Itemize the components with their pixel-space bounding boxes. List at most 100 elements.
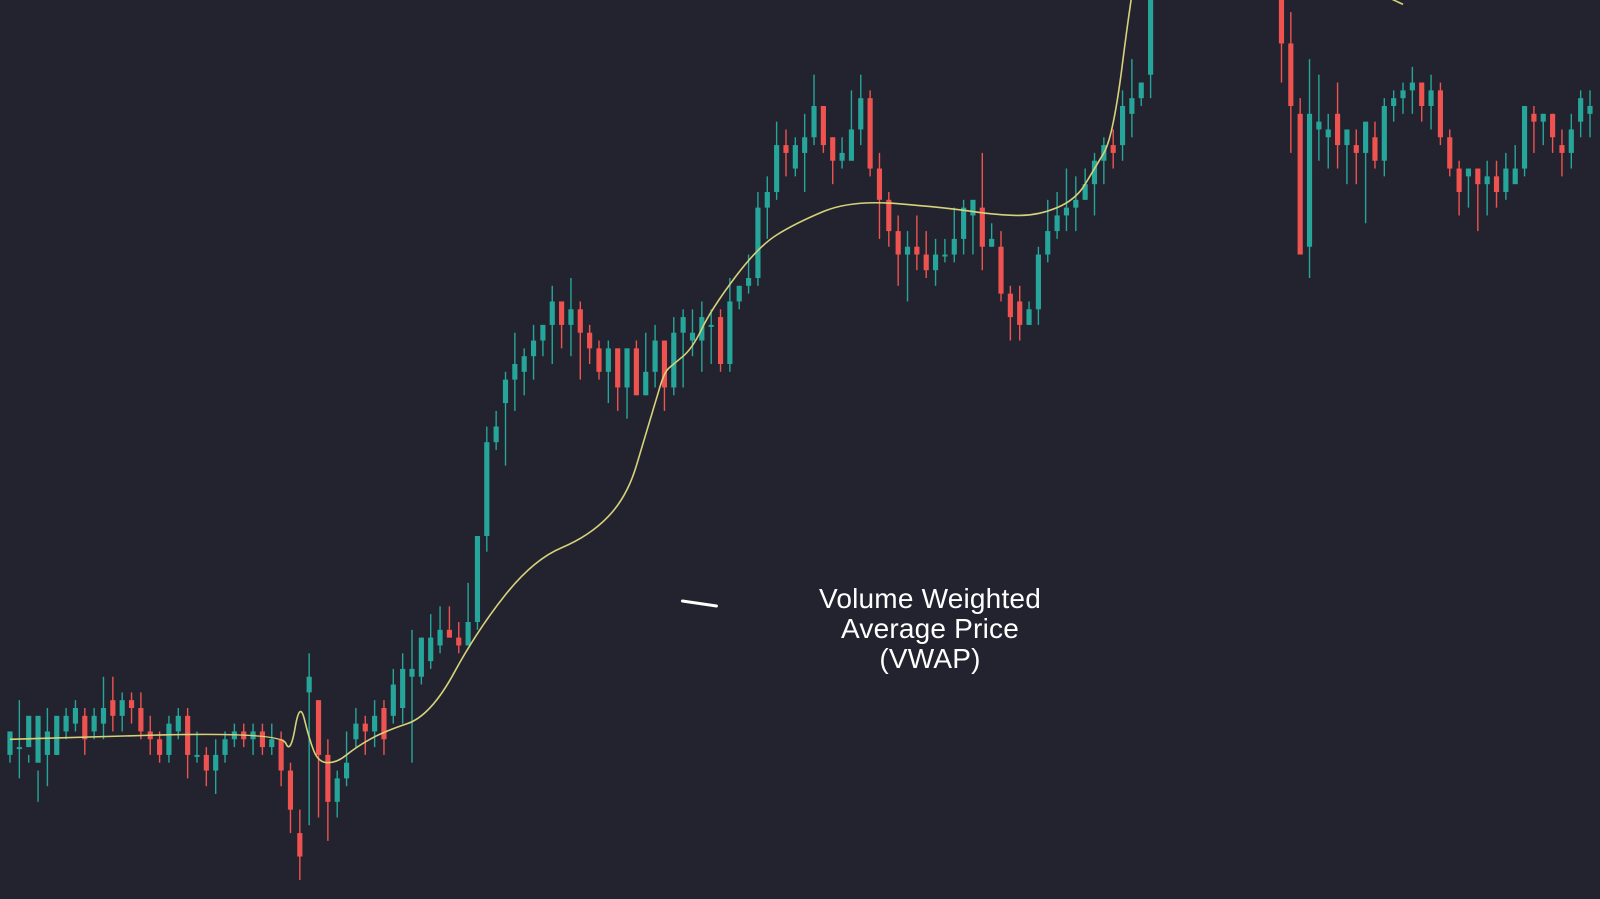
candle-body [1082, 184, 1088, 200]
candle-body [1521, 106, 1528, 169]
candle [1484, 160, 1490, 216]
candle-body [1578, 98, 1584, 122]
candle-body [1428, 90, 1434, 106]
candle-body [428, 637, 434, 662]
candle [7, 731, 13, 763]
candle-body [521, 356, 527, 372]
candle-body [1465, 168, 1472, 177]
candle [353, 708, 359, 748]
candle-body [568, 309, 574, 325]
candle [979, 152, 985, 271]
candle [1419, 82, 1425, 122]
candle [185, 708, 191, 779]
candle [1344, 129, 1350, 185]
candle [848, 90, 854, 161]
candle [1297, 98, 1303, 255]
candle-body [774, 145, 780, 192]
candle-body [867, 98, 873, 169]
candle-body [222, 739, 228, 755]
candle-body [615, 348, 621, 388]
candle [1101, 137, 1107, 185]
candle-body [886, 199, 892, 232]
candle [540, 324, 546, 357]
candle [605, 340, 611, 404]
candle-body [1493, 176, 1500, 192]
candle-body [1512, 168, 1518, 185]
candle [680, 309, 686, 388]
candle [530, 324, 537, 380]
candle [923, 231, 929, 278]
candle [689, 309, 696, 357]
candle-body [334, 778, 340, 802]
candle-body [858, 98, 864, 130]
candle [727, 278, 733, 372]
candle-body [764, 192, 770, 208]
candle [1381, 98, 1387, 177]
candle-body [287, 770, 294, 810]
candle [624, 348, 630, 419]
candle-body [306, 676, 312, 693]
candle-body [680, 317, 686, 333]
candle-body [325, 754, 331, 802]
candle-body [493, 426, 499, 443]
candle-body [1017, 301, 1023, 325]
candle-body [91, 715, 97, 732]
candle [1540, 113, 1546, 146]
candle [1568, 113, 1574, 169]
candle [297, 809, 303, 880]
candle [1437, 82, 1443, 146]
candle [1035, 246, 1041, 325]
candle-body [259, 731, 265, 748]
candle-body [717, 317, 724, 364]
candle-body [1419, 82, 1425, 106]
vwap-annotation-line-1: Volume Weighted [819, 583, 1041, 614]
candle [1587, 90, 1593, 138]
candle-body [100, 708, 107, 724]
candle [63, 708, 69, 740]
candle-body [213, 754, 219, 771]
candle [213, 739, 219, 794]
candle [802, 113, 808, 192]
candle-body [1119, 106, 1126, 146]
candle [942, 238, 948, 263]
candle [587, 324, 593, 364]
candle [1129, 59, 1135, 138]
candle-body [1363, 121, 1369, 153]
candle-body [643, 371, 649, 396]
candle [91, 708, 97, 740]
candle-body [1437, 90, 1443, 138]
candle [381, 700, 387, 755]
candle-body [895, 231, 901, 255]
candle-body [970, 199, 976, 216]
candle [867, 90, 873, 177]
candle [1063, 168, 1070, 232]
candle-body [605, 348, 611, 372]
candle [858, 74, 864, 146]
candle [203, 747, 209, 787]
candle-body [1391, 98, 1397, 106]
candle [409, 629, 415, 763]
candle-body [446, 629, 452, 638]
candle-body [1559, 145, 1565, 153]
candle [157, 731, 163, 763]
candle [1465, 168, 1472, 208]
candle-body [727, 301, 733, 364]
candle-body [549, 301, 555, 325]
candle-body [783, 145, 789, 153]
candle-body [110, 700, 116, 716]
candle-body [185, 715, 191, 755]
candle [736, 285, 742, 310]
candle-body [839, 152, 845, 161]
candle [1475, 168, 1481, 232]
candle-body [530, 340, 537, 357]
candle [72, 700, 79, 732]
vwap-annotation-line-3: (VWAP) [879, 643, 981, 674]
candle-body [502, 379, 509, 404]
candle [1325, 113, 1331, 169]
candle-body [297, 833, 303, 857]
candle-body [1531, 113, 1537, 122]
candle [1045, 199, 1051, 263]
candle-body [1550, 113, 1556, 138]
candle-body [16, 747, 22, 750]
candle [904, 231, 911, 302]
